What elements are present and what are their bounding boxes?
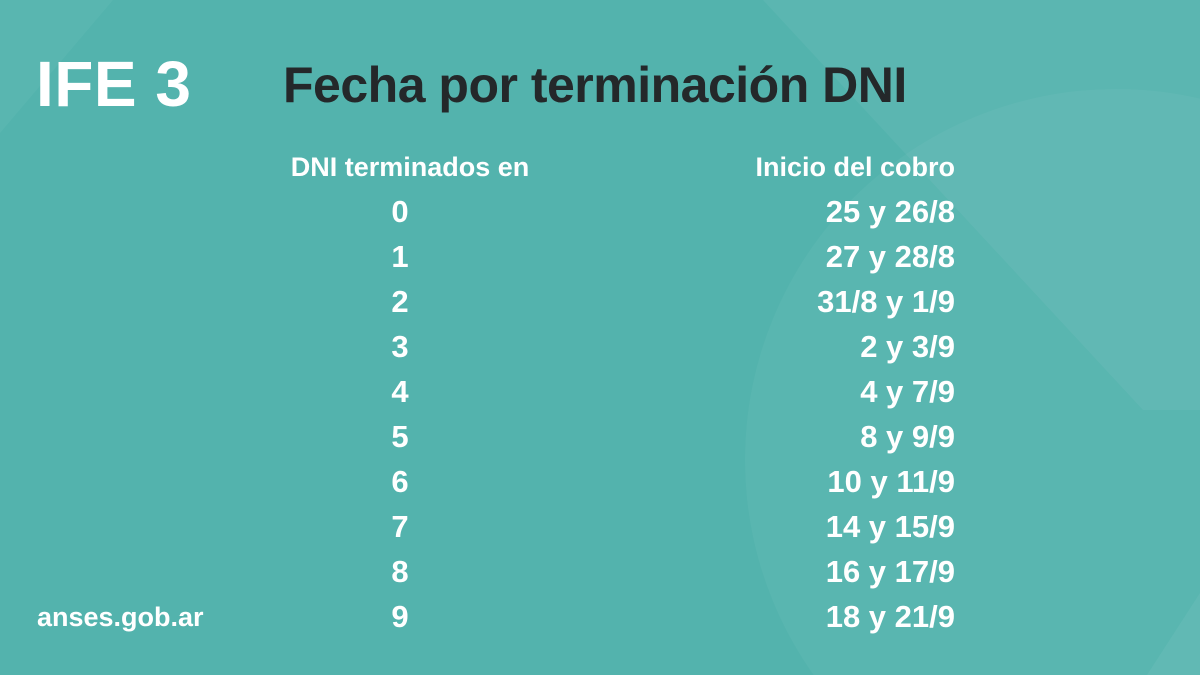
payment-start-dates: 4 y 7/9 <box>860 374 955 409</box>
payment-start-dates: 27 y 28/8 <box>825 239 955 274</box>
dni-ending-digit: 7 <box>391 509 409 544</box>
table-row: 0 25 y 26/8 <box>280 189 955 234</box>
table-row: 2 31/8 y 1/9 <box>280 279 955 324</box>
payment-start-dates: 18 y 21/9 <box>825 599 955 634</box>
table-row: 4 4 y 7/9 <box>280 369 955 414</box>
dni-ending-digit: 1 <box>391 239 409 274</box>
table-row: 5 8 y 9/9 <box>280 414 955 459</box>
table-row: 9 18 y 21/9 <box>280 594 955 639</box>
payment-start-dates: 14 y 15/9 <box>825 509 955 544</box>
dni-ending-digit: 9 <box>391 599 409 634</box>
dni-ending-digit: 8 <box>391 554 409 589</box>
ife3-logo: IFE 3 <box>36 48 192 120</box>
dni-ending-digit: 3 <box>391 329 409 364</box>
page-title: Fecha por terminación DNI <box>283 57 907 113</box>
column-header-inicio-cobro: Inicio del cobro <box>755 152 955 182</box>
payment-start-dates: 25 y 26/8 <box>825 194 955 229</box>
payment-start-dates: 8 y 9/9 <box>860 419 955 454</box>
table-row: 1 27 y 28/8 <box>280 234 955 279</box>
website-url: anses.gob.ar <box>37 602 204 632</box>
payment-start-dates: 16 y 17/9 <box>825 554 955 589</box>
table-row: 3 2 y 3/9 <box>280 324 955 369</box>
payment-schedule-table: DNI terminados en Inicio del cobro 0 25 … <box>280 145 955 639</box>
payment-start-dates: 2 y 3/9 <box>860 329 955 364</box>
table-row: 8 16 y 17/9 <box>280 549 955 594</box>
table-header-row: DNI terminados en Inicio del cobro <box>280 145 955 189</box>
column-header-dni: DNI terminados en <box>290 152 530 182</box>
table-row: 6 10 y 11/9 <box>280 459 955 504</box>
dni-ending-digit: 6 <box>391 464 409 499</box>
dni-ending-digit: 2 <box>391 284 409 319</box>
dni-ending-digit: 4 <box>391 374 409 409</box>
payment-start-dates: 10 y 11/9 <box>827 464 955 499</box>
table-row: 7 14 y 15/9 <box>280 504 955 549</box>
dni-ending-digit: 0 <box>391 194 409 229</box>
dni-ending-digit: 5 <box>391 419 409 454</box>
payment-start-dates: 31/8 y 1/9 <box>817 284 955 319</box>
